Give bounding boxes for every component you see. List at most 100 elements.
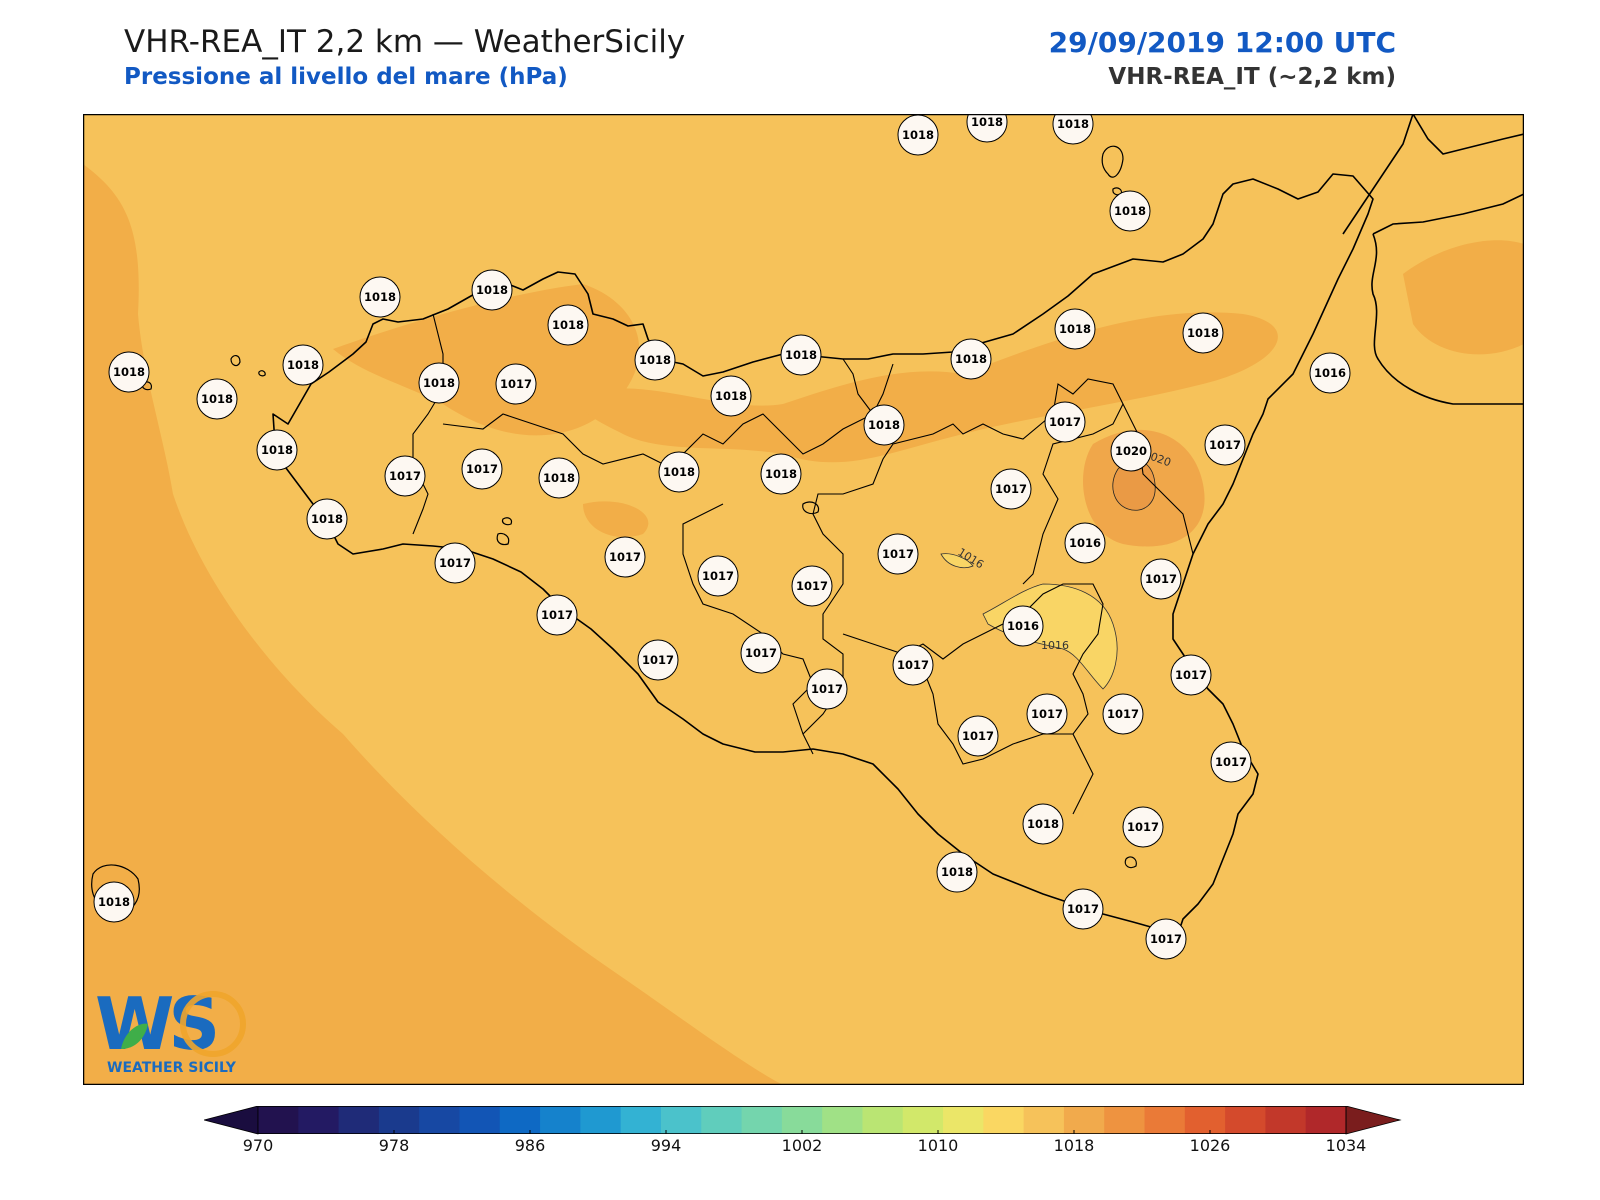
model-name: VHR-REA_IT (~2,2 km): [1108, 64, 1396, 90]
colorbar-segment: [298, 1106, 340, 1134]
station-marker: 1018: [196, 378, 238, 420]
station-marker: 1017: [1170, 654, 1212, 696]
station-circle: [536, 594, 578, 636]
station-circle: [1145, 918, 1187, 960]
logo-sun-icon: [180, 991, 246, 1057]
station-marker: 1018: [1182, 312, 1224, 354]
station-marker: 1016: [1064, 522, 1106, 564]
island-egadi: [141, 381, 153, 391]
station-circle: [1109, 190, 1151, 232]
colorbar-segment: [1184, 1106, 1226, 1134]
calabria-coastline: [1412, 114, 1524, 155]
station-value: 1017: [642, 653, 674, 667]
station-circle: [359, 276, 401, 318]
station-marker: 1017: [536, 594, 578, 636]
colorbar: [204, 1106, 1402, 1135]
map-title: VHR-REA_IT 2,2 km — WeatherSicily: [124, 24, 686, 60]
colorbar-segment: [620, 1106, 662, 1134]
station-marker: 1017: [384, 455, 426, 497]
station-circle: [282, 344, 324, 386]
colorbar-segment: [580, 1106, 622, 1134]
station-value: 1017: [1127, 820, 1159, 834]
station-value: 1020: [1115, 444, 1147, 458]
station-value: 1018: [201, 392, 233, 406]
pressure-band-ne: [1403, 240, 1524, 355]
pressure-band-west: [83, 164, 783, 1085]
station-marker: 1018: [1022, 803, 1064, 845]
station-value: 1018: [971, 115, 1003, 129]
station-circle: [1054, 308, 1096, 350]
station-value: 1017: [1049, 415, 1081, 429]
station-value: 1018: [552, 318, 584, 332]
station-value: 1018: [364, 290, 396, 304]
station-marker: 1017: [495, 363, 537, 405]
station-circle: [936, 851, 978, 893]
colorbar-tick-label: 978: [378, 1136, 410, 1155]
station-value: 1018: [1114, 204, 1146, 218]
station-circle: [306, 498, 348, 540]
province-border: [922, 668, 1073, 765]
station-value: 1017: [1215, 755, 1247, 769]
station-circle: [196, 378, 238, 420]
station-circle: [495, 363, 537, 405]
station-circle: [957, 715, 999, 757]
colorbar-tick-label: 1018: [1053, 1136, 1095, 1155]
station-value: 1017: [1209, 438, 1241, 452]
colorbar-segment: [1104, 1106, 1146, 1134]
station-circle: [697, 555, 739, 597]
station-circle: [1052, 114, 1094, 145]
station-marker: 1018: [780, 334, 822, 376]
colorbar-segment: [540, 1106, 581, 1134]
pressure-band-center: [583, 501, 649, 538]
station-marker: 1018: [897, 114, 939, 156]
station-value: 1018: [113, 365, 145, 379]
station-marker: 1016: [1309, 352, 1351, 394]
province-border: [442, 363, 894, 465]
station-value: 1018: [639, 353, 671, 367]
colorbar-tick-label: 1010: [917, 1136, 959, 1155]
station-circle: [1102, 693, 1144, 735]
station-marker: 1017: [637, 639, 679, 681]
station-marker: 1018: [710, 375, 752, 417]
colorbar-segment: [1144, 1106, 1186, 1134]
station-value: 1018: [955, 352, 987, 366]
station-marker: 1018: [306, 498, 348, 540]
valid-datetime: 29/09/2019 12:00 UTC: [1048, 26, 1396, 59]
station-marker: 1018: [93, 881, 135, 923]
station-marker: 1018: [108, 351, 150, 393]
colorbar-segment: [378, 1106, 420, 1134]
station-value: 1017: [466, 462, 498, 476]
station-value: 1018: [663, 465, 695, 479]
station-value: 1018: [785, 348, 817, 362]
island-aeolian: [1101, 145, 1124, 178]
station-circle: [1204, 424, 1246, 466]
station-circle: [1022, 803, 1064, 845]
province-border: [892, 378, 1124, 585]
station-value: 1018: [476, 283, 508, 297]
station-value: 1018: [1057, 117, 1089, 131]
colorbar-tick-label: 994: [650, 1136, 682, 1155]
station-circle: [1182, 312, 1224, 354]
colorbar-segment: [419, 1106, 460, 1134]
station-marker: 1017: [1140, 558, 1182, 600]
station-circle: [93, 881, 135, 923]
station-circle: [1110, 430, 1152, 472]
map-frame: [83, 114, 1524, 1085]
station-circle: [634, 339, 676, 381]
station-marker: 1018: [863, 404, 905, 446]
station-value: 1017: [702, 569, 734, 583]
station-circle: [1210, 741, 1252, 783]
station-value: 1018: [543, 471, 575, 485]
colorbar-segment: [741, 1106, 783, 1134]
colorbar-tick-label: 1026: [1189, 1136, 1231, 1155]
station-marker: 1017: [1204, 424, 1246, 466]
station-marker: 1018: [256, 429, 298, 471]
station-value: 1018: [311, 512, 343, 526]
calabria-coastline: [1371, 233, 1524, 405]
low-pressure-patch-small: [940, 553, 974, 569]
station-circle: [1064, 522, 1106, 564]
station-circle: [461, 448, 503, 490]
station-marker: 1018: [634, 339, 676, 381]
station-value: 1016: [1069, 536, 1101, 550]
station-circle: [780, 334, 822, 376]
